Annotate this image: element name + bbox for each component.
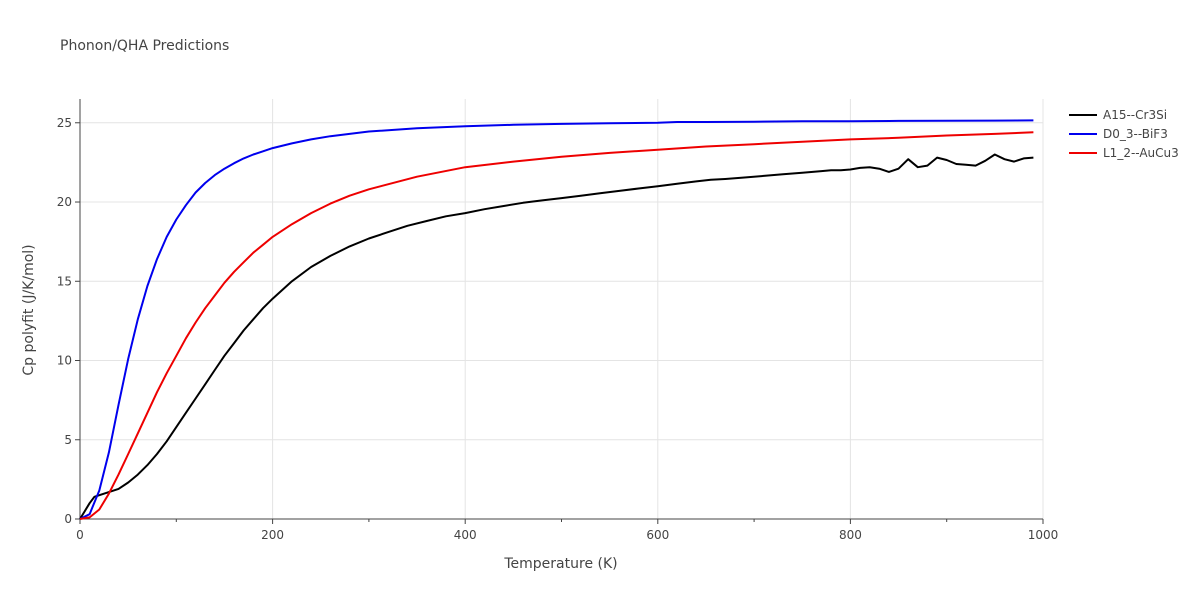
legend-label: D0_3--BiF3 bbox=[1103, 127, 1168, 141]
x-tick-label: 200 bbox=[261, 528, 284, 542]
y-tick-label: 5 bbox=[64, 433, 72, 447]
series-line bbox=[79, 119, 1034, 520]
x-tick-label: 0 bbox=[76, 528, 84, 542]
x-axis-title: Temperature (K) bbox=[503, 556, 617, 572]
legend-label: A15--Cr3Si bbox=[1103, 108, 1167, 122]
series-line bbox=[79, 153, 1034, 520]
y-tick-label: 0 bbox=[64, 512, 72, 526]
y-axis-title: Cp polyfit (J/K/mol) bbox=[21, 244, 37, 375]
grid bbox=[80, 99, 1044, 519]
axes: 0 200 400 600 800 1000 0 5 10 15 20 25 bbox=[57, 99, 1059, 542]
chart-title: Phonon/QHA Predictions bbox=[60, 38, 229, 54]
legend: A15--Cr3Si D0_3--BiF3 L1_2--AuCu3 bbox=[1069, 108, 1179, 160]
y-tick-label: 25 bbox=[57, 116, 72, 130]
x-tick-label: 1000 bbox=[1028, 528, 1059, 542]
series-line bbox=[79, 131, 1034, 520]
legend-label: L1_2--AuCu3 bbox=[1103, 146, 1179, 160]
series-lines bbox=[79, 119, 1034, 520]
y-tick-label: 20 bbox=[57, 195, 72, 209]
x-tick-label: 800 bbox=[839, 528, 862, 542]
y-tick-label: 10 bbox=[57, 354, 72, 368]
x-tick-label: 600 bbox=[646, 528, 669, 542]
y-tick-label: 15 bbox=[57, 274, 72, 288]
x-tick-label: 400 bbox=[454, 528, 477, 542]
